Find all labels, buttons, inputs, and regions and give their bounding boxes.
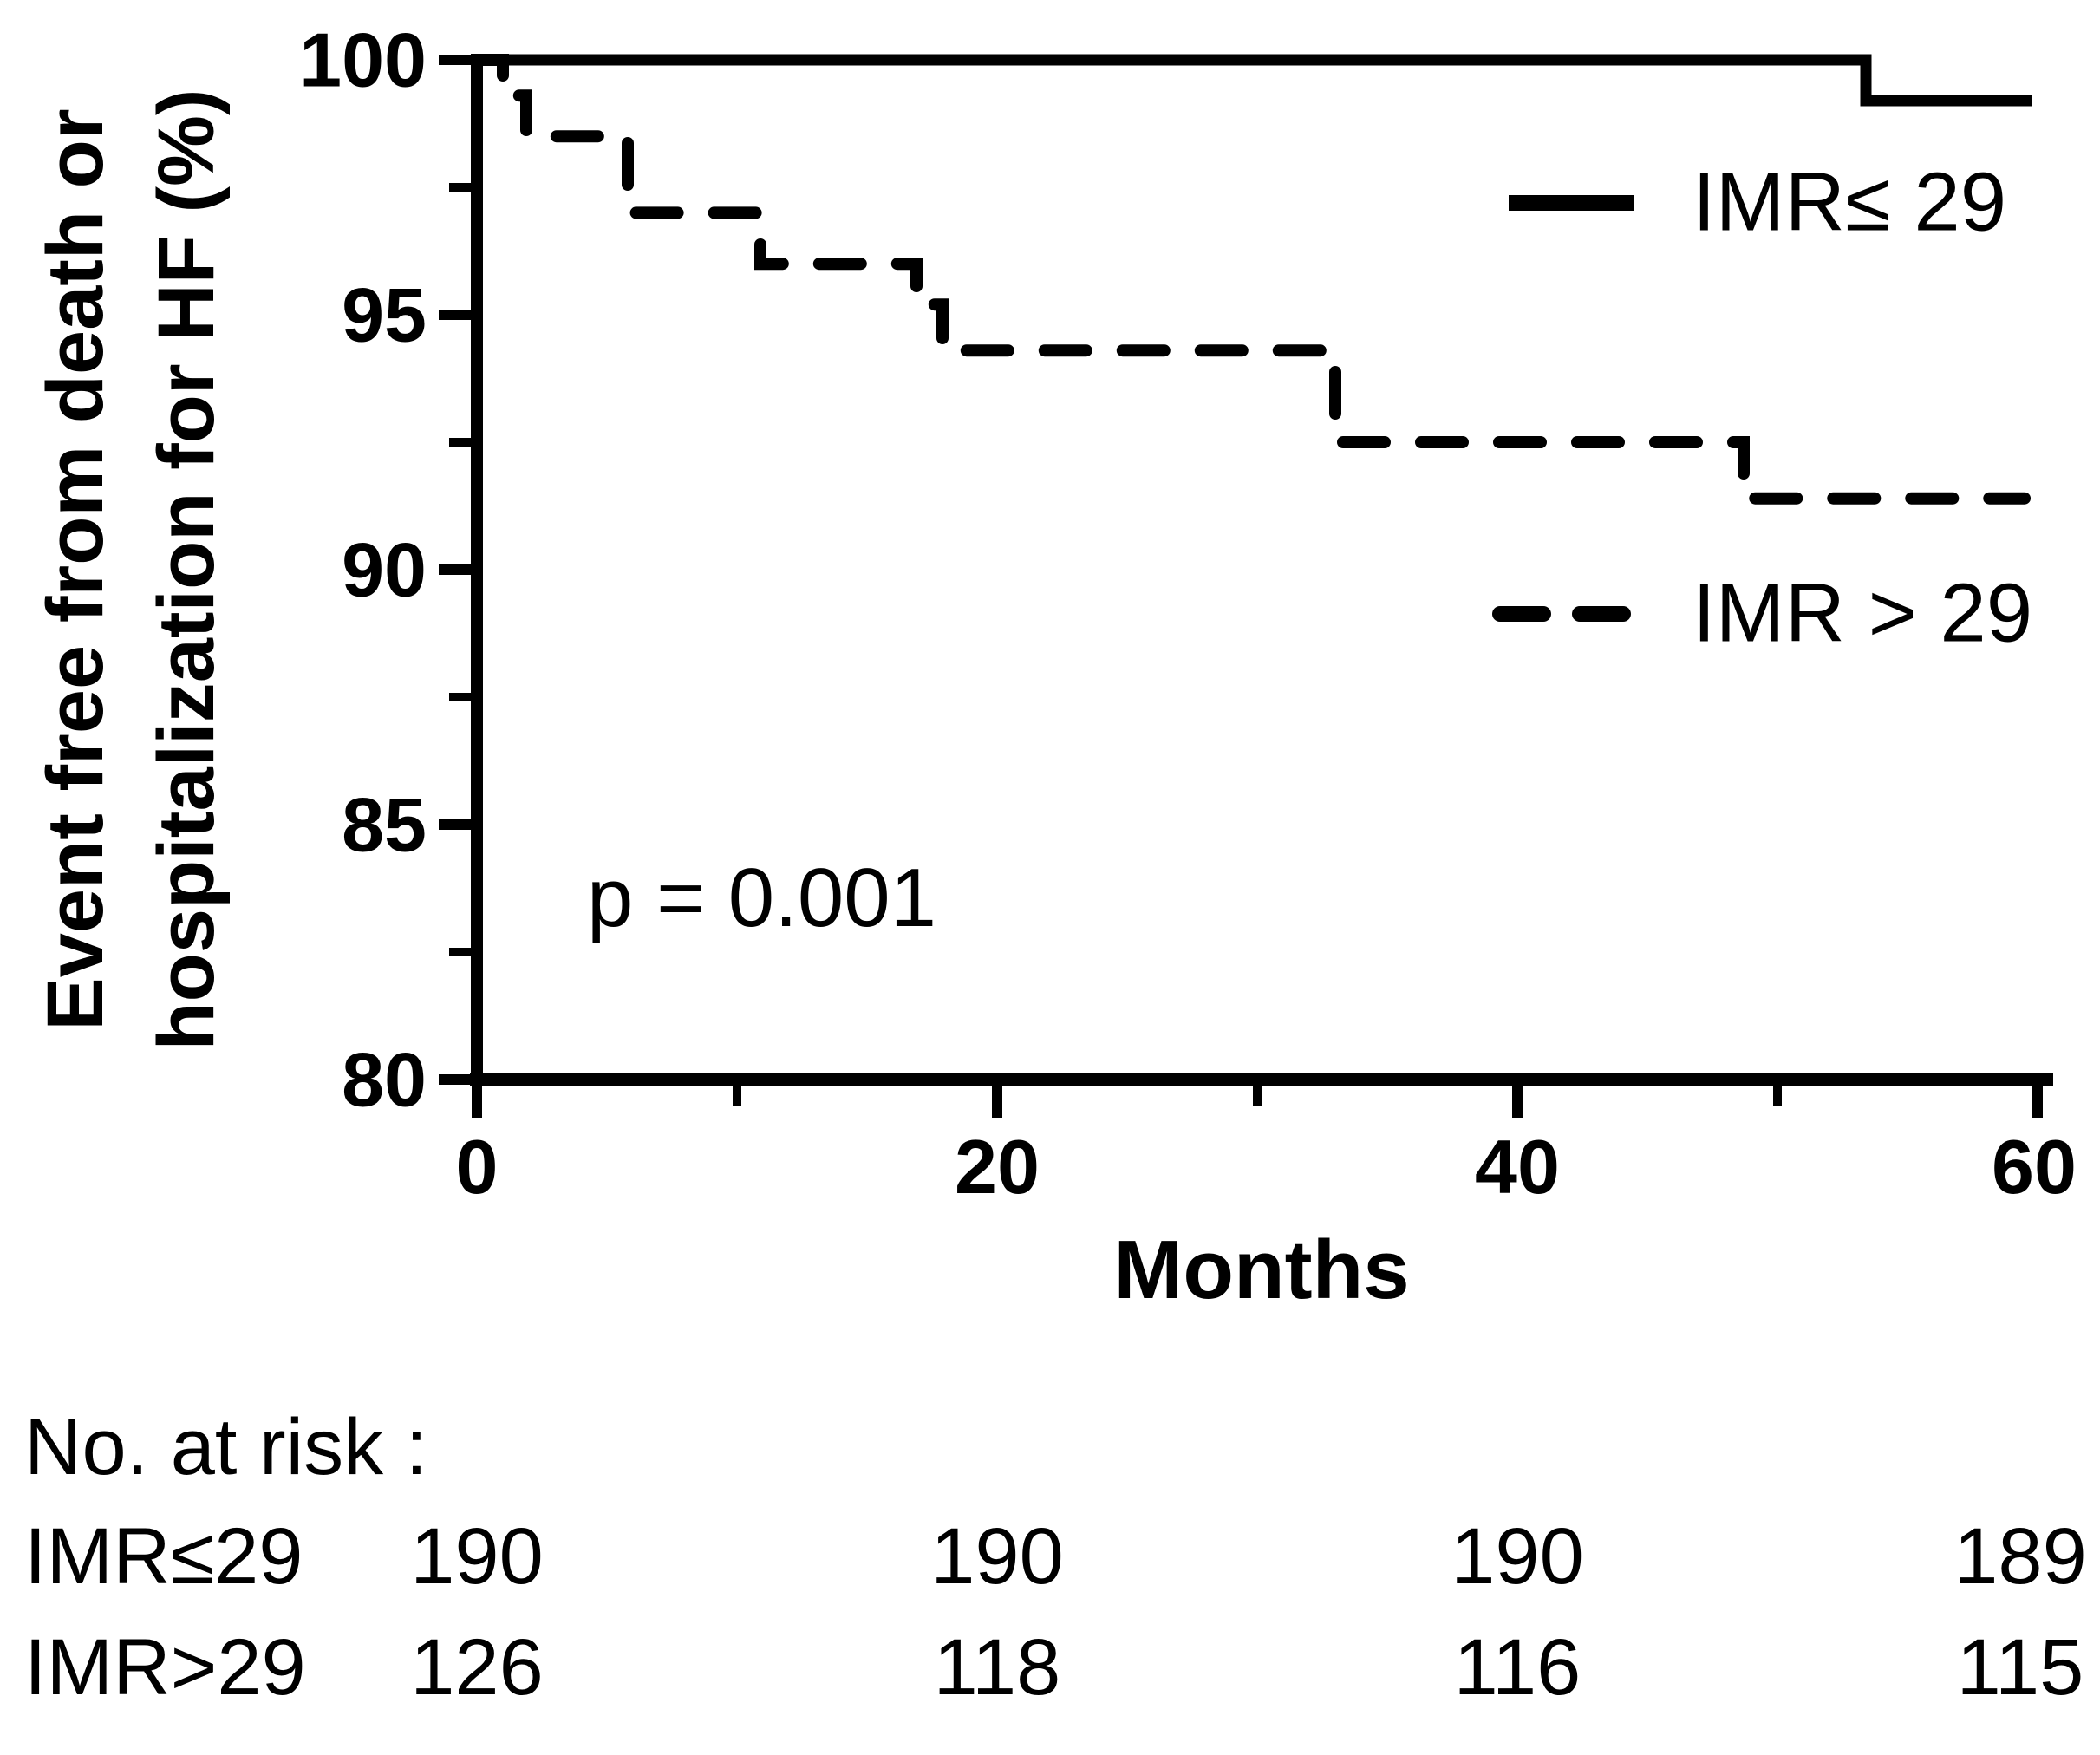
risk-value-row2-t40: 116 — [1454, 1623, 1582, 1712]
y-tick-label-95: 95 — [342, 272, 427, 358]
y-tick-label-100: 100 — [299, 17, 427, 103]
risk-value-row2-t60: 115 — [1957, 1623, 2084, 1712]
legend-label-imr-gt-29: IMR > 29 — [1692, 567, 2032, 660]
risk-value-row1-t20: 190 — [930, 1512, 1064, 1601]
y-tick-label-80: 80 — [342, 1037, 427, 1123]
risk-value-row1-t60: 189 — [1953, 1512, 2087, 1601]
risk-table-title: No. at risk : — [24, 1403, 427, 1491]
p-value-annotation: p = 0.001 — [587, 851, 936, 944]
series-line-imr-le-29 — [477, 54, 2032, 107]
y-axis-title-line1: Event free from death or — [31, 108, 120, 1030]
x-axis-title: Months — [1113, 1223, 1409, 1316]
x-tick-label-0: 0 — [456, 1124, 499, 1210]
y-tick-label-85: 85 — [342, 782, 427, 868]
y-tick-label-90: 90 — [342, 527, 427, 613]
legend-label-imr-le-29: IMR≤ 29 — [1692, 156, 2006, 249]
risk-value-row1-t0: 190 — [410, 1512, 544, 1601]
risk-row-label-imr-le-29: IMR≤29 — [24, 1512, 303, 1601]
x-tick-label-40: 40 — [1475, 1124, 1560, 1210]
x-tick-label-60: 60 — [1992, 1124, 2077, 1210]
series-line-imr-gt-29 — [471, 54, 2031, 505]
risk-value-row1-t40: 190 — [1451, 1512, 1584, 1601]
risk-value-row2-t0: 126 — [410, 1623, 544, 1712]
x-tick-label-20: 20 — [955, 1124, 1040, 1210]
risk-row-label-imr-gt-29: IMR>29 — [24, 1623, 306, 1712]
y-axis-title-line2: hospitalization for HF (%) — [142, 88, 231, 1050]
risk-value-row2-t20: 118 — [934, 1623, 1061, 1712]
